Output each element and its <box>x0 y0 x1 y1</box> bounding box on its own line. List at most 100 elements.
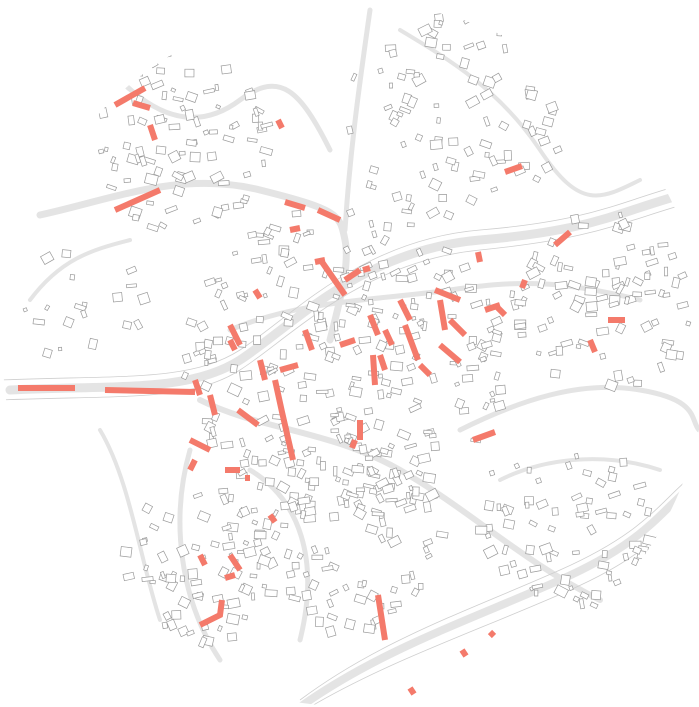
building <box>546 316 555 324</box>
building <box>556 262 563 273</box>
building <box>187 568 199 580</box>
building <box>378 259 389 270</box>
building <box>110 156 117 164</box>
street-segment <box>275 118 342 233</box>
building <box>253 538 263 548</box>
building <box>589 601 599 609</box>
building <box>365 523 379 535</box>
building <box>311 554 324 560</box>
building <box>390 585 398 594</box>
building <box>125 69 134 80</box>
building <box>549 254 560 267</box>
building <box>467 74 480 86</box>
building <box>606 512 617 520</box>
building <box>435 530 449 539</box>
building <box>226 382 243 398</box>
building <box>392 312 399 320</box>
building <box>111 162 119 172</box>
building <box>239 458 250 468</box>
building <box>196 320 209 333</box>
building <box>525 266 541 281</box>
building <box>569 299 584 314</box>
building <box>161 90 168 101</box>
building <box>490 315 503 327</box>
building <box>295 344 304 350</box>
building <box>413 71 420 78</box>
building <box>342 583 350 592</box>
building <box>319 461 326 471</box>
building <box>516 568 529 580</box>
building <box>326 598 335 609</box>
building <box>489 390 496 398</box>
building <box>595 293 609 303</box>
building <box>302 264 314 271</box>
building <box>299 509 307 520</box>
building <box>242 170 252 179</box>
building <box>257 554 272 567</box>
building <box>125 265 138 275</box>
building <box>220 64 232 75</box>
building <box>192 491 203 500</box>
building <box>185 90 199 103</box>
building <box>396 428 412 441</box>
building <box>466 341 477 352</box>
building <box>261 583 268 589</box>
building <box>513 462 521 470</box>
building <box>328 511 340 522</box>
building <box>644 272 651 280</box>
building <box>141 576 154 582</box>
building <box>391 467 400 479</box>
building <box>436 117 441 124</box>
building <box>58 346 63 352</box>
building <box>607 490 621 500</box>
building <box>595 326 610 337</box>
street-segment <box>475 163 625 354</box>
building <box>488 155 499 167</box>
building <box>153 114 166 125</box>
building <box>371 230 378 239</box>
building <box>496 503 502 511</box>
street-segment <box>252 257 371 300</box>
building <box>529 564 542 573</box>
building <box>328 588 339 597</box>
building <box>537 278 546 290</box>
street-segment <box>227 323 315 461</box>
building <box>220 281 229 290</box>
building <box>307 446 316 453</box>
building <box>387 608 397 615</box>
building <box>560 338 574 348</box>
building <box>346 125 354 135</box>
building <box>586 524 597 536</box>
building <box>389 117 400 128</box>
building <box>570 492 583 502</box>
building <box>285 586 296 596</box>
street-segment <box>349 420 497 450</box>
building <box>335 433 344 444</box>
building <box>385 392 392 399</box>
building <box>441 246 453 255</box>
building <box>540 161 554 174</box>
building <box>551 507 559 516</box>
building <box>170 87 177 93</box>
building <box>408 485 414 492</box>
building <box>218 487 229 495</box>
building <box>445 156 457 166</box>
building <box>73 302 87 312</box>
building <box>412 397 423 405</box>
building <box>367 270 378 281</box>
building <box>500 24 505 30</box>
building <box>425 206 441 220</box>
building <box>214 83 220 92</box>
building <box>182 170 197 184</box>
building <box>368 244 377 255</box>
building <box>344 618 356 631</box>
building <box>559 574 571 586</box>
building <box>259 146 274 156</box>
building <box>459 57 470 70</box>
building <box>375 339 388 353</box>
building <box>665 349 678 361</box>
building <box>137 291 151 306</box>
building <box>531 583 544 590</box>
building <box>480 340 493 350</box>
building <box>472 170 486 179</box>
